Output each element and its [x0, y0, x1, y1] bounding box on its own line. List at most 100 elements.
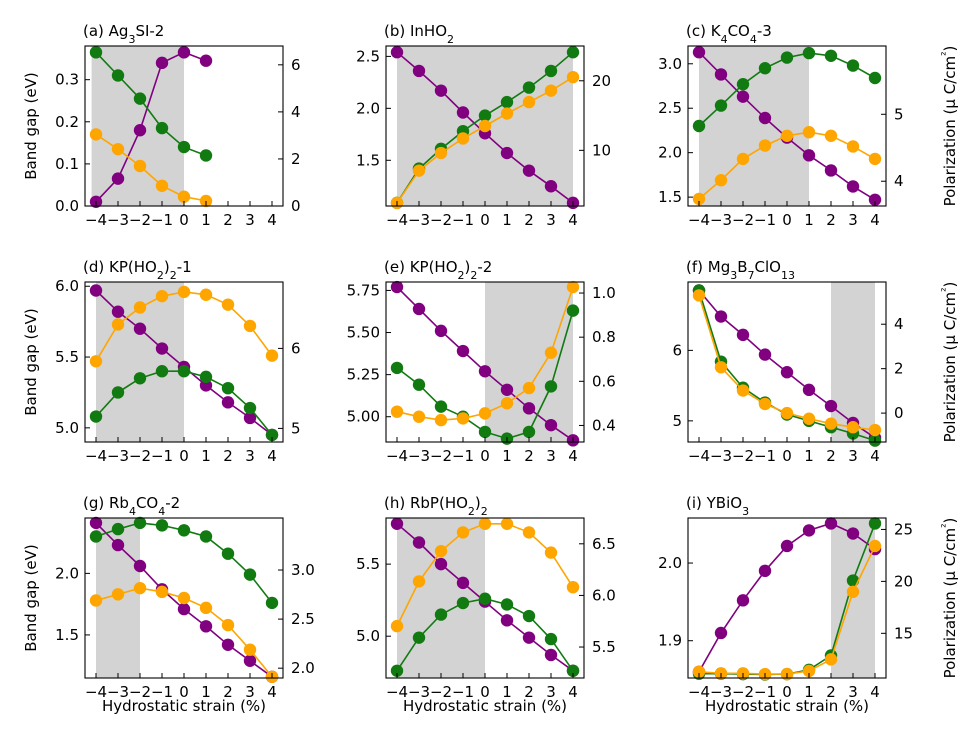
data-point: [390, 46, 404, 59]
subscript: 4: [129, 505, 136, 518]
data-point: [89, 355, 103, 368]
data-point: [412, 302, 426, 316]
x-tick-label: 3: [245, 683, 255, 701]
data-point: [89, 46, 103, 59]
data-point: [478, 119, 492, 133]
x-tick-label: 2: [826, 447, 836, 465]
x-tick-label: −1: [452, 683, 474, 701]
data-point: [846, 420, 860, 434]
x-tick-label: 1: [804, 447, 814, 465]
y-tick-label-right: 0: [894, 404, 904, 422]
x-tick-label: 4: [267, 683, 277, 701]
text-run: (h) RbP(HO: [384, 494, 468, 512]
data-point: [434, 413, 448, 427]
panel-title: (c) K4CO4-3: [686, 22, 772, 46]
data-point: [544, 648, 558, 662]
data-point: [824, 653, 838, 666]
y-tick-label-right: 4: [894, 172, 904, 190]
x-tick-label: 2: [223, 211, 233, 229]
data-point: [199, 530, 213, 543]
data-point: [522, 81, 536, 94]
y-tick-label-right: 0.8: [592, 328, 616, 346]
data-point: [500, 517, 514, 530]
y-tick-label-right: 20: [592, 72, 611, 90]
data-point: [456, 412, 470, 425]
x-tick-label: −3: [408, 211, 430, 229]
y-tick-label-right: 2: [894, 360, 904, 378]
data-point: [434, 84, 448, 97]
y-tick-label-right: 6.5: [592, 535, 616, 553]
subscript: 4: [750, 33, 757, 46]
data-point: [133, 124, 147, 137]
data-point: [544, 632, 558, 646]
data-point: [714, 626, 728, 640]
y-axis-label-left: Band gap (eV): [22, 308, 40, 415]
data-point: [478, 109, 492, 122]
x-tick-label: 1: [502, 447, 512, 465]
x-tick-label: −1: [151, 683, 173, 701]
data-point: [133, 301, 147, 314]
y-axis-label-right: Polarization (μ C/cm²): [939, 46, 960, 207]
data-point: [692, 289, 706, 302]
data-point: [500, 598, 514, 611]
data-point: [133, 322, 147, 335]
x-tick-label: −4: [688, 683, 710, 701]
x-tick-label: −2: [129, 683, 151, 701]
data-point: [155, 289, 169, 303]
data-point: [265, 596, 279, 610]
data-point: [265, 349, 279, 362]
data-point: [221, 547, 235, 560]
data-point: [199, 620, 213, 633]
data-point: [780, 51, 794, 64]
data-point: [566, 304, 580, 317]
data-point: [522, 609, 536, 623]
y-tick-label-right: 2.5: [291, 610, 315, 628]
x-tick-label: −3: [107, 211, 129, 229]
panel-title: (e) KP(HO2)2-2: [384, 258, 492, 282]
data-point: [522, 95, 536, 109]
panel-c: −4 −3 −2 −1 0 1 2 3 41.52.02.53.045(c) K4CO4-3Po…: [658, 22, 959, 229]
x-tick-label: 4: [870, 211, 880, 229]
data-point: [133, 92, 147, 105]
y-tick-label-left: 2.0: [55, 564, 79, 582]
x-tick-label: −4: [386, 211, 408, 229]
y-tick-label-left: 1.9: [658, 632, 682, 650]
x-tick-label: 3: [245, 447, 255, 465]
data-point: [390, 361, 404, 375]
data-point: [824, 49, 838, 62]
x-tick-label: −4: [85, 683, 107, 701]
subscript: 2: [170, 269, 177, 282]
x-tick-label: −3: [107, 447, 129, 465]
y-tick-label-right: 20: [894, 572, 913, 590]
y-tick-label-right: 4: [894, 315, 904, 333]
x-tick-label: −3: [710, 211, 732, 229]
x-tick-label: −4: [386, 447, 408, 465]
data-point: [390, 619, 404, 633]
data-point: [566, 280, 580, 294]
data-point: [243, 654, 257, 667]
data-point: [500, 95, 514, 109]
data-point: [714, 68, 728, 81]
data-point: [500, 614, 514, 627]
text-run: ): [941, 282, 959, 288]
data-point: [868, 193, 882, 206]
subscript: 2: [468, 505, 475, 518]
x-tick-label: −3: [408, 447, 430, 465]
text-run: -2: [165, 494, 180, 512]
shaded-region: [485, 282, 573, 442]
data-point: [434, 608, 448, 621]
subscript: 7: [748, 269, 755, 282]
subscript: 3: [730, 269, 737, 282]
data-point: [868, 517, 882, 530]
data-point: [802, 126, 816, 139]
superscript: ²: [939, 523, 952, 527]
shaded-region: [831, 282, 875, 442]
data-point: [456, 132, 470, 145]
y-tick-label-right: 2.0: [291, 659, 315, 677]
data-point: [221, 298, 235, 311]
x-tick-label: −2: [732, 447, 754, 465]
subscript: 2: [458, 269, 465, 282]
y-tick-label-left: 1.5: [356, 151, 380, 169]
data-point: [736, 152, 750, 166]
